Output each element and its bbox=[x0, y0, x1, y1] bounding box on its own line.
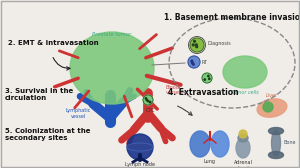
Circle shape bbox=[193, 64, 194, 65]
FancyArrowPatch shape bbox=[178, 106, 192, 115]
Circle shape bbox=[127, 134, 153, 160]
Ellipse shape bbox=[257, 99, 287, 117]
Ellipse shape bbox=[211, 131, 229, 157]
Circle shape bbox=[192, 44, 194, 46]
Text: 5. Colonization at the
secondary sites: 5. Colonization at the secondary sites bbox=[5, 128, 91, 141]
Circle shape bbox=[209, 78, 210, 79]
Text: Blood
vessels: Blood vessels bbox=[166, 85, 184, 95]
Ellipse shape bbox=[238, 134, 248, 142]
Text: Diagnosis: Diagnosis bbox=[208, 41, 232, 47]
Circle shape bbox=[149, 101, 151, 103]
Text: Lung: Lung bbox=[204, 159, 216, 164]
Text: Adrenal
gland: Adrenal gland bbox=[234, 160, 252, 168]
Ellipse shape bbox=[272, 130, 280, 156]
Circle shape bbox=[194, 40, 195, 42]
Text: Tumor cells: Tumor cells bbox=[231, 90, 259, 95]
Text: Lymphatic
vessel: Lymphatic vessel bbox=[65, 108, 91, 119]
Circle shape bbox=[202, 73, 212, 83]
Ellipse shape bbox=[190, 131, 210, 157]
Circle shape bbox=[143, 95, 153, 105]
Circle shape bbox=[146, 99, 148, 101]
Text: 2. EMT & intravasation: 2. EMT & intravasation bbox=[8, 40, 99, 46]
Text: RT: RT bbox=[202, 59, 208, 65]
Circle shape bbox=[191, 61, 193, 63]
Circle shape bbox=[190, 38, 204, 52]
Ellipse shape bbox=[223, 56, 267, 88]
Text: Lymph node: Lymph node bbox=[125, 162, 155, 167]
Text: Liver: Liver bbox=[266, 93, 278, 98]
Circle shape bbox=[188, 56, 200, 68]
Ellipse shape bbox=[268, 152, 284, 158]
Circle shape bbox=[191, 60, 193, 62]
Circle shape bbox=[196, 44, 197, 46]
Circle shape bbox=[239, 130, 247, 138]
Text: 3. Survival in the
circulation: 3. Survival in the circulation bbox=[5, 88, 73, 101]
Circle shape bbox=[208, 75, 209, 77]
Circle shape bbox=[204, 79, 206, 80]
Text: CTC: CTC bbox=[145, 108, 155, 113]
Circle shape bbox=[192, 62, 193, 64]
Text: 1. Basement membrane invasion: 1. Basement membrane invasion bbox=[164, 13, 300, 22]
Circle shape bbox=[145, 98, 147, 99]
Ellipse shape bbox=[236, 138, 250, 158]
Text: Bone: Bone bbox=[284, 140, 296, 145]
FancyArrowPatch shape bbox=[53, 58, 70, 70]
Circle shape bbox=[263, 102, 273, 112]
Text: 4. Extravasation: 4. Extravasation bbox=[168, 88, 239, 97]
Circle shape bbox=[148, 100, 149, 102]
Text: Prostate tumor: Prostate tumor bbox=[92, 32, 132, 37]
Ellipse shape bbox=[268, 128, 284, 135]
Circle shape bbox=[196, 46, 198, 48]
Ellipse shape bbox=[70, 32, 154, 104]
